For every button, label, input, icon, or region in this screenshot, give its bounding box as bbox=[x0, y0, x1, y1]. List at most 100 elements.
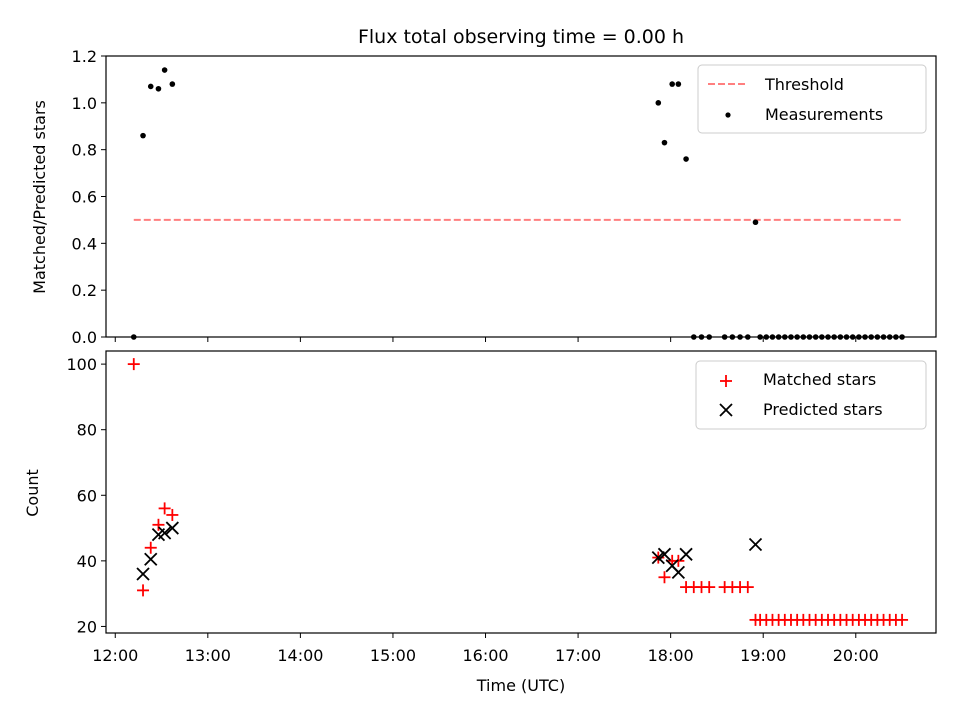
predicted-star-mark bbox=[671, 565, 685, 579]
legend-threshold-label: Threshold bbox=[764, 75, 844, 94]
matched-star-point bbox=[144, 541, 157, 554]
measurement-point bbox=[155, 85, 162, 92]
x-tick-label: 16:00 bbox=[462, 646, 508, 665]
legend-matched-swatch bbox=[720, 375, 732, 387]
top-chart-title: Flux total observing time = 0.00 h bbox=[358, 26, 684, 48]
top-y-tick-label: 0.6 bbox=[72, 188, 97, 207]
legend-measurements-swatch bbox=[725, 112, 731, 118]
matched-star-point bbox=[152, 518, 165, 531]
measurement-point bbox=[880, 334, 887, 340]
measurement-point bbox=[874, 334, 881, 340]
measurement-point bbox=[161, 67, 168, 73]
top-y-tick-label: 0.4 bbox=[72, 234, 97, 253]
predicted-star-point bbox=[165, 521, 179, 535]
measurement-point bbox=[856, 334, 862, 340]
predicted-star-mark bbox=[144, 552, 158, 566]
measurement-point bbox=[819, 334, 825, 340]
measurement-point bbox=[752, 219, 759, 226]
top-y-tick-label: 0.8 bbox=[72, 141, 97, 160]
measurement-point bbox=[769, 334, 776, 340]
measurement-point bbox=[831, 334, 837, 340]
matched-star-point bbox=[741, 581, 754, 594]
measurement-point bbox=[690, 334, 697, 340]
measurement-point bbox=[655, 100, 662, 106]
measurement-point bbox=[737, 334, 743, 340]
top-y-tick-label: 0.0 bbox=[72, 328, 97, 347]
measurement-point bbox=[757, 334, 763, 340]
legend-measurements-label: Measurements bbox=[765, 105, 883, 124]
predicted-star-point bbox=[651, 550, 665, 565]
measurement-point bbox=[862, 334, 868, 340]
x-tick-label: 20:00 bbox=[833, 646, 879, 665]
measurement-point bbox=[837, 334, 844, 340]
bottom-legend: Matched stars Predicted stars bbox=[695, 360, 927, 430]
x-tick-label: 14:00 bbox=[277, 646, 323, 665]
legend-predicted-swatch bbox=[719, 403, 733, 417]
measurement-point bbox=[886, 334, 893, 340]
bottom-y-tick-label: 80 bbox=[77, 421, 97, 440]
bottom-y-tick-label: 20 bbox=[77, 617, 97, 636]
measurement-point bbox=[893, 334, 899, 340]
measurement-point bbox=[661, 139, 668, 146]
measurement-point bbox=[763, 334, 770, 340]
measurement-point bbox=[806, 334, 813, 340]
measurement-point bbox=[744, 334, 751, 340]
x-tick-label: 19:00 bbox=[740, 646, 786, 665]
top-legend: Threshold Measurements bbox=[697, 64, 927, 134]
measurement-point bbox=[794, 334, 800, 340]
predicted-star-point bbox=[144, 552, 158, 566]
measurement-point bbox=[800, 334, 807, 340]
matched-star-point bbox=[166, 508, 179, 521]
predicted-star-mark bbox=[748, 537, 763, 552]
measurement-point bbox=[721, 334, 728, 340]
bottom-plot-area bbox=[105, 350, 937, 634]
x-tick-label: 18:00 bbox=[648, 646, 694, 665]
bottom-y-tick-label: 60 bbox=[77, 486, 97, 505]
measurement-point bbox=[729, 334, 736, 340]
measurement-point bbox=[147, 83, 154, 90]
predicted-star-mark bbox=[679, 547, 693, 561]
matched-star-point bbox=[137, 584, 150, 597]
predicted-star-mark bbox=[665, 559, 679, 573]
measurement-point bbox=[775, 334, 782, 340]
measurement-point bbox=[868, 334, 875, 340]
bottom-y-tick-label: 100 bbox=[66, 355, 97, 374]
measurement-point bbox=[130, 334, 137, 340]
measurement-point bbox=[698, 334, 705, 340]
top-y-axis-label: Matched/Predicted stars bbox=[30, 100, 49, 294]
measurement-point bbox=[140, 132, 146, 139]
predicted-star-mark bbox=[136, 567, 150, 581]
predicted-star-point bbox=[657, 547, 672, 561]
predicted-star-point bbox=[748, 537, 763, 552]
measurement-point bbox=[706, 334, 713, 340]
x-tick-label: 15:00 bbox=[370, 646, 416, 665]
predicted-star-point bbox=[136, 567, 150, 581]
matched-star-point bbox=[703, 581, 716, 594]
measurement-point bbox=[899, 334, 905, 340]
predicted-star-point bbox=[679, 547, 693, 561]
measurement-point bbox=[683, 156, 689, 162]
matched-star-point bbox=[658, 571, 671, 584]
bottom-y-axis-label: Count bbox=[23, 469, 42, 517]
measurement-point bbox=[849, 334, 856, 340]
predicted-star-point bbox=[157, 526, 172, 540]
measurement-point bbox=[782, 334, 788, 340]
x-tick-label: 13:00 bbox=[185, 646, 231, 665]
predicted-star-mark bbox=[657, 547, 672, 561]
legend-predicted-label: Predicted stars bbox=[763, 400, 883, 419]
predicted-star-point bbox=[671, 565, 685, 579]
matched-star-point bbox=[158, 502, 171, 515]
measurement-point bbox=[169, 81, 176, 87]
predicted-star-mark bbox=[165, 521, 179, 535]
measurement-point bbox=[812, 334, 819, 340]
top-y-tick-label: 1.0 bbox=[72, 94, 97, 113]
x-tick-label: 17:00 bbox=[555, 646, 601, 665]
measurement-point bbox=[825, 334, 831, 340]
bottom-y-tick-label: 40 bbox=[77, 552, 97, 571]
x-tick-label: 12:00 bbox=[92, 646, 138, 665]
measurement-point bbox=[843, 334, 850, 340]
measurement-point bbox=[788, 334, 794, 340]
matched-star-point bbox=[127, 358, 140, 371]
legend-matched-label: Matched stars bbox=[763, 370, 876, 389]
